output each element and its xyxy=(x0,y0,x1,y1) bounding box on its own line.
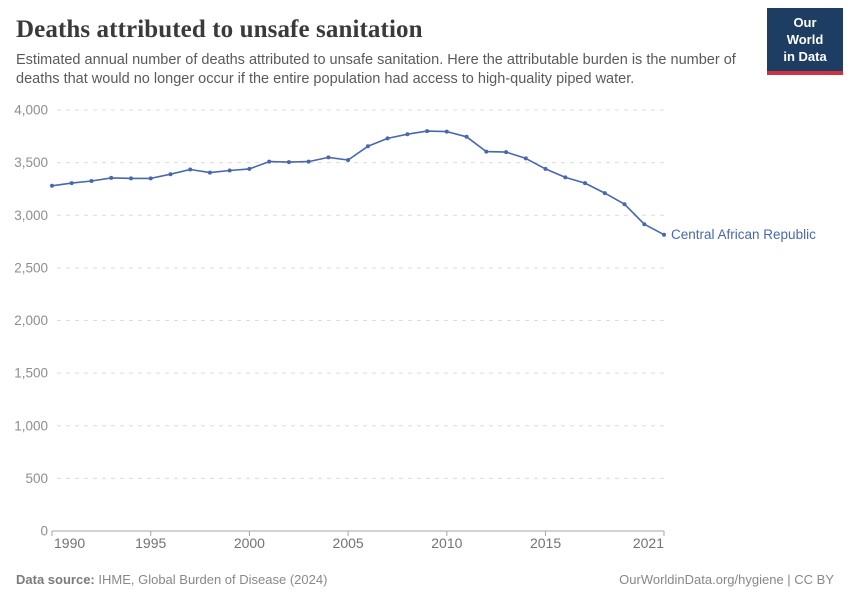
data-point[interactable] xyxy=(523,156,528,161)
x-tick-label: 2021 xyxy=(633,535,664,551)
data-point[interactable] xyxy=(227,168,232,173)
data-point[interactable] xyxy=(464,134,469,139)
data-point[interactable] xyxy=(563,175,568,180)
data-point[interactable] xyxy=(444,129,449,134)
chart-footer: Data source: IHME, Global Burden of Dise… xyxy=(16,572,834,587)
data-point[interactable] xyxy=(188,167,193,172)
data-point[interactable] xyxy=(69,181,74,186)
data-point[interactable] xyxy=(286,160,291,165)
y-tick-label: 2,500 xyxy=(14,260,48,275)
data-point[interactable] xyxy=(602,191,607,196)
data-point[interactable] xyxy=(326,155,331,160)
data-source-value: IHME, Global Burden of Disease (2024) xyxy=(94,572,328,587)
data-point[interactable] xyxy=(504,150,509,155)
y-tick-label: 3,000 xyxy=(14,208,48,223)
data-point[interactable] xyxy=(129,176,133,181)
x-tick-label: 1990 xyxy=(54,535,85,551)
chart-header: Deaths attributed to unsafe sanitation E… xyxy=(16,16,750,88)
data-point[interactable] xyxy=(306,159,311,164)
y-tick-label: 1,500 xyxy=(14,366,48,381)
owid-logo[interactable]: Our World in Data xyxy=(767,8,843,75)
data-point[interactable] xyxy=(622,202,627,207)
data-point[interactable] xyxy=(425,129,430,134)
x-tick-label: 2015 xyxy=(530,535,561,551)
page-title: Deaths attributed to unsafe sanitation xyxy=(16,16,423,43)
data-line xyxy=(51,130,665,236)
logo-line1: Our World xyxy=(786,15,824,47)
logo-line2: in Data xyxy=(783,48,827,64)
page-subtitle: Estimated annual number of deaths attrib… xyxy=(16,52,736,87)
data-point[interactable] xyxy=(50,183,54,188)
data-point[interactable] xyxy=(365,144,370,149)
data-point[interactable] xyxy=(543,166,548,171)
data-point[interactable] xyxy=(247,166,252,171)
data-point[interactable] xyxy=(207,170,212,175)
x-tick-label: 2010 xyxy=(431,535,462,551)
y-tick-label: 500 xyxy=(25,471,48,486)
data-point[interactable] xyxy=(89,179,94,183)
y-tick-label: 1,000 xyxy=(14,418,48,433)
data-source: Data source: IHME, Global Burden of Dise… xyxy=(16,572,327,587)
y-tick-label: 3,500 xyxy=(14,155,48,170)
data-point[interactable] xyxy=(583,181,587,186)
data-source-label: Data source: xyxy=(16,572,95,587)
data-point[interactable] xyxy=(385,136,390,141)
y-tick-label: 2,000 xyxy=(14,313,48,328)
data-point[interactable] xyxy=(484,149,489,154)
x-tick-label: 2000 xyxy=(234,535,265,551)
y-tick-label: 0 xyxy=(40,524,48,539)
data-point[interactable] xyxy=(405,132,410,137)
data-point[interactable] xyxy=(642,222,647,227)
data-point[interactable] xyxy=(168,172,173,177)
data-point[interactable] xyxy=(267,159,272,164)
data-point[interactable] xyxy=(662,232,666,237)
x-tick-label: 1995 xyxy=(135,535,166,551)
data-point[interactable] xyxy=(346,158,351,162)
credit-link[interactable]: OurWorldinData.org/hygiene | CC BY xyxy=(619,572,834,587)
series-label[interactable]: Central African Republic xyxy=(671,227,816,242)
x-tick-label: 2005 xyxy=(333,535,364,551)
y-tick-label: 4,000 xyxy=(14,103,48,118)
data-point[interactable] xyxy=(109,175,114,180)
data-point[interactable] xyxy=(148,176,153,181)
